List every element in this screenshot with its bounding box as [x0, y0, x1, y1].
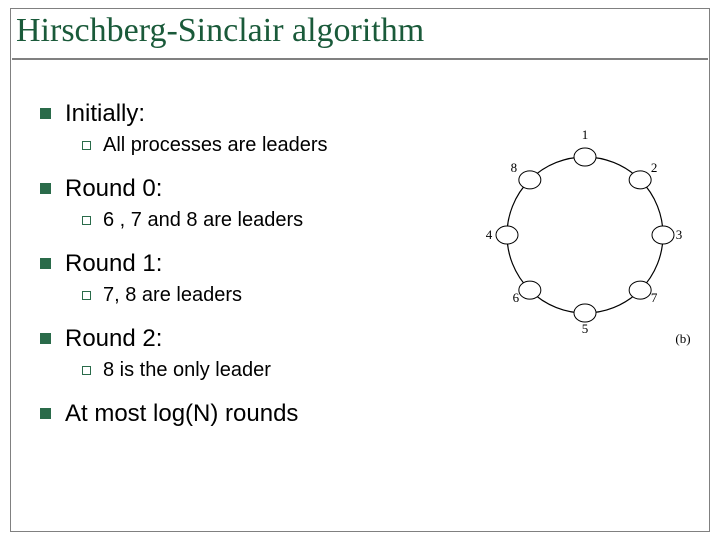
- slide-title: Hirschberg-Sinclair algorithm: [16, 12, 424, 50]
- hollow-square-bullet-icon: [82, 141, 91, 150]
- list-subitem: 8 is the only leader: [82, 359, 440, 382]
- list-item: At most log(N) rounds: [40, 400, 440, 428]
- list-subitem: All processes are leaders: [82, 134, 440, 157]
- list-subitem-label: 8 is the only leader: [103, 359, 271, 382]
- square-bullet-icon: [40, 108, 51, 119]
- list-item: Initially:: [40, 100, 440, 128]
- svg-text:2: 2: [651, 160, 658, 175]
- list-item-label: Round 1:: [65, 250, 162, 278]
- svg-text:1: 1: [582, 127, 589, 142]
- square-bullet-icon: [40, 258, 51, 269]
- ring-diagram: 1 2 3 7 5 6 4 8 (b): [470, 110, 700, 380]
- list-subitem-label: 6 , 7 and 8 are leaders: [103, 209, 303, 232]
- hollow-square-bullet-icon: [82, 366, 91, 375]
- list-subitem: 6 , 7 and 8 are leaders: [82, 209, 440, 232]
- list-item: Round 1:: [40, 250, 440, 278]
- svg-text:6: 6: [513, 290, 520, 305]
- list-item: Round 0:: [40, 175, 440, 203]
- list-item-label: Round 0:: [65, 175, 162, 203]
- svg-text:5: 5: [582, 321, 589, 336]
- list-subitem-label: All processes are leaders: [103, 134, 328, 157]
- svg-text:7: 7: [651, 290, 658, 305]
- svg-text:4: 4: [486, 227, 493, 242]
- svg-text:(b): (b): [675, 331, 690, 346]
- list-item-label: Initially:: [65, 100, 145, 128]
- svg-text:8: 8: [511, 160, 518, 175]
- title-underline: [12, 58, 708, 60]
- square-bullet-icon: [40, 333, 51, 344]
- list-item-label: Round 2:: [65, 325, 162, 353]
- list-item: Round 2:: [40, 325, 440, 353]
- list-subitem-label: 7, 8 are leaders: [103, 284, 242, 307]
- hollow-square-bullet-icon: [82, 291, 91, 300]
- bullet-list: Initially: All processes are leaders Rou…: [40, 100, 440, 434]
- list-item-label: At most log(N) rounds: [65, 400, 298, 428]
- list-subitem: 7, 8 are leaders: [82, 284, 440, 307]
- square-bullet-icon: [40, 183, 51, 194]
- square-bullet-icon: [40, 408, 51, 419]
- hollow-square-bullet-icon: [82, 216, 91, 225]
- svg-text:3: 3: [676, 227, 683, 242]
